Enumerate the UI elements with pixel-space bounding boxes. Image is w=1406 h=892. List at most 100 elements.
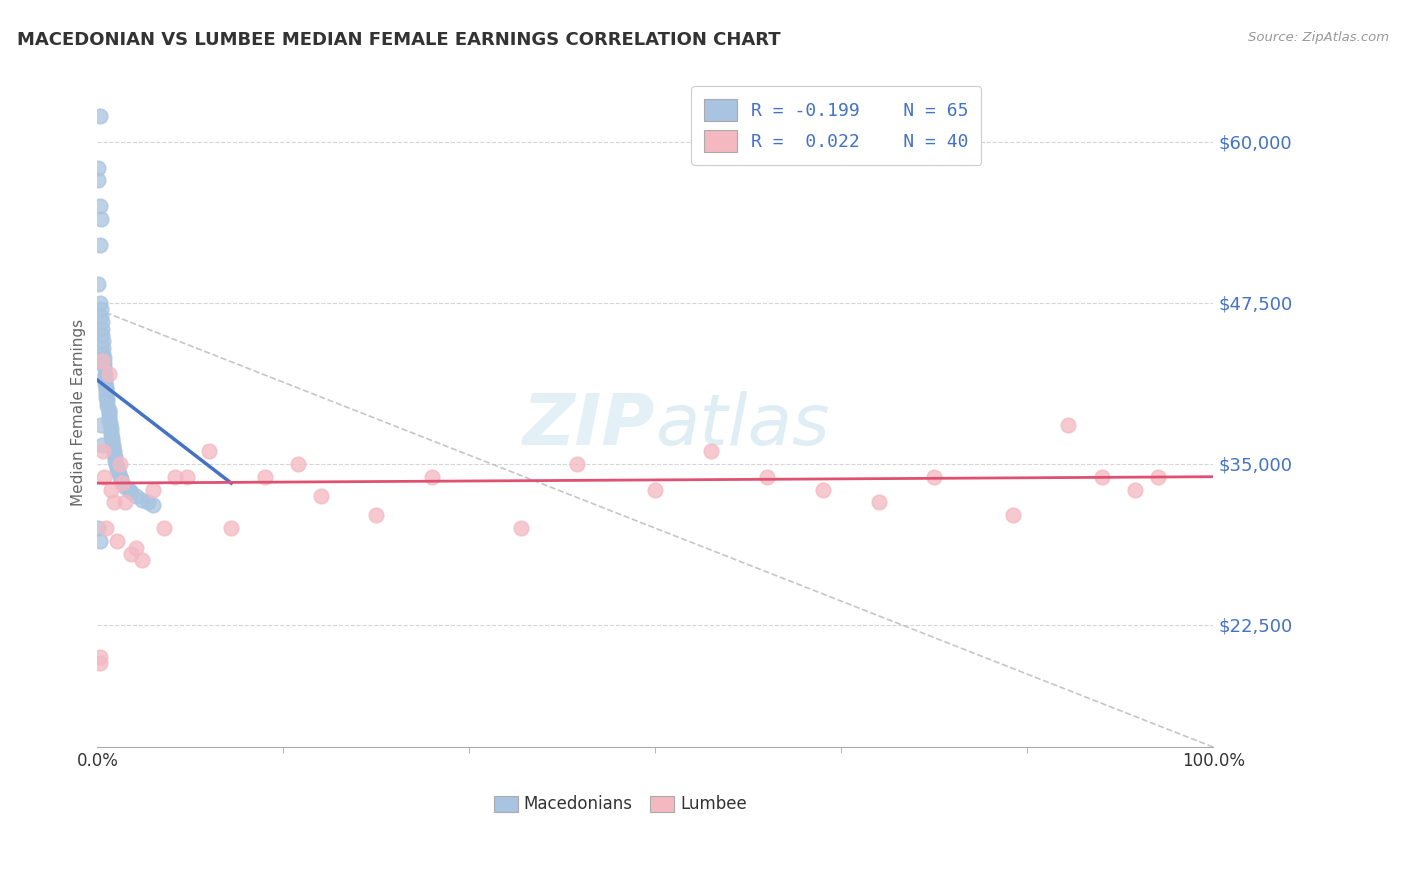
Text: Lumbee: Lumbee	[681, 795, 747, 814]
FancyBboxPatch shape	[650, 796, 675, 812]
Point	[142, 498, 165, 512]
Text: MACEDONIAN VS LUMBEE MEDIAN FEMALE EARNINGS CORRELATION CHART: MACEDONIAN VS LUMBEE MEDIAN FEMALE EARNI…	[17, 31, 780, 49]
Point	[198, 444, 221, 458]
Point	[98, 418, 121, 433]
Point	[93, 351, 115, 366]
Point	[153, 521, 176, 535]
Point	[94, 369, 117, 384]
Point	[94, 376, 117, 391]
Point	[90, 212, 112, 227]
Point	[107, 459, 129, 474]
Point	[1091, 469, 1114, 483]
Point	[91, 444, 114, 458]
Point	[97, 408, 120, 422]
Point	[644, 483, 666, 497]
Point	[125, 489, 148, 503]
Point	[924, 469, 946, 483]
Point	[90, 437, 112, 451]
Point	[510, 521, 533, 535]
Point	[90, 418, 112, 433]
Text: atlas: atlas	[655, 392, 830, 460]
Point	[103, 444, 125, 458]
Point	[89, 199, 111, 213]
Point	[165, 469, 187, 483]
Point	[142, 483, 165, 497]
Point	[420, 469, 443, 483]
Point	[1001, 508, 1024, 523]
Point	[111, 476, 134, 491]
Point	[89, 657, 111, 671]
Point	[107, 466, 129, 480]
Point	[756, 469, 779, 483]
Point	[96, 386, 118, 401]
Point	[89, 534, 111, 549]
Point	[101, 437, 124, 451]
Point	[96, 379, 118, 393]
Point	[131, 553, 153, 567]
Point	[1146, 469, 1168, 483]
Point	[89, 650, 111, 665]
Point	[868, 495, 890, 509]
Point	[90, 353, 112, 368]
Point	[114, 480, 136, 494]
Point	[253, 469, 276, 483]
Point	[93, 360, 115, 375]
Point	[96, 382, 118, 396]
Point	[100, 425, 122, 439]
Point	[101, 434, 124, 448]
Point	[108, 457, 131, 471]
Point	[100, 421, 122, 435]
Point	[100, 428, 122, 442]
Point	[90, 309, 112, 323]
Point	[110, 472, 132, 486]
Point	[103, 495, 125, 509]
Point	[107, 463, 129, 477]
Point	[117, 483, 139, 497]
Y-axis label: Median Female Earnings: Median Female Earnings	[72, 318, 86, 506]
Point	[107, 534, 129, 549]
Point	[90, 315, 112, 329]
Point	[94, 373, 117, 387]
Point	[103, 446, 125, 460]
Point	[120, 547, 142, 561]
Point	[91, 341, 114, 355]
Point	[700, 444, 723, 458]
Point	[136, 495, 159, 509]
Point	[105, 457, 128, 471]
Point	[567, 457, 589, 471]
Point	[125, 541, 148, 555]
Point	[104, 450, 127, 465]
Point	[176, 469, 198, 483]
Point	[91, 334, 114, 349]
Point	[90, 302, 112, 317]
Point	[120, 485, 142, 500]
Point	[101, 431, 124, 445]
Point	[309, 489, 332, 503]
Point	[96, 399, 118, 413]
Point	[93, 469, 115, 483]
Point	[1123, 483, 1146, 497]
Point	[97, 402, 120, 417]
Point	[219, 521, 242, 535]
Point	[1057, 418, 1080, 433]
Point	[104, 454, 127, 468]
Point	[87, 161, 110, 175]
Point	[366, 508, 388, 523]
Point	[93, 356, 115, 370]
Point	[111, 476, 134, 491]
FancyBboxPatch shape	[494, 796, 519, 812]
Point	[96, 395, 118, 409]
Point	[89, 238, 111, 252]
Text: Macedonians: Macedonians	[523, 795, 633, 814]
Point	[98, 416, 121, 430]
Point	[87, 173, 110, 187]
Point	[96, 390, 118, 404]
Point	[101, 442, 124, 456]
Point	[91, 347, 114, 361]
Point	[94, 367, 117, 381]
Text: Source: ZipAtlas.com: Source: ZipAtlas.com	[1249, 31, 1389, 45]
Point	[90, 328, 112, 343]
Point	[97, 411, 120, 425]
Point	[87, 277, 110, 291]
Point	[97, 367, 120, 381]
